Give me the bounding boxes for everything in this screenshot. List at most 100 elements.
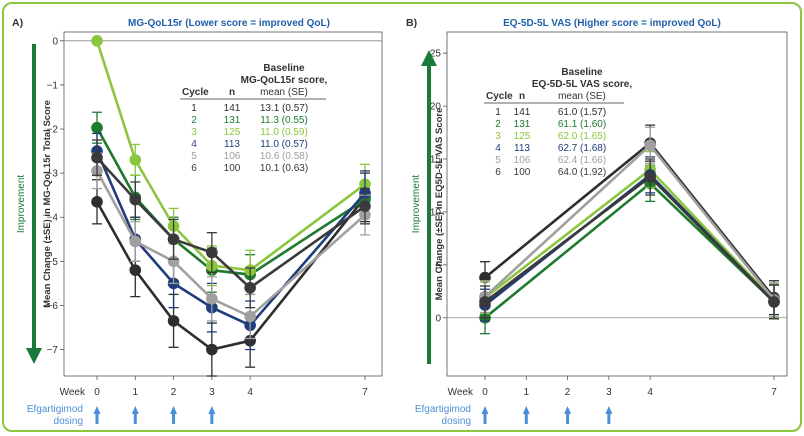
- y-tick-label: 10: [430, 207, 442, 218]
- dosing-arrow-head: [208, 406, 216, 414]
- x-tick-label: 3: [209, 387, 215, 398]
- y-tick-label: 0: [52, 36, 58, 47]
- table-cell: 5: [495, 155, 501, 166]
- table-cell: 61.1 (1.60): [558, 119, 606, 130]
- x-tick-label: 0: [482, 387, 488, 398]
- table-header: n: [229, 87, 235, 98]
- x-tick-label: 7: [771, 387, 777, 398]
- dosing-arrow-head: [481, 406, 489, 414]
- table-cell: 1: [191, 103, 197, 114]
- data-point: [91, 35, 103, 47]
- table-cell: 10.1 (0.63): [260, 163, 308, 174]
- table-header: mean (SE): [558, 91, 606, 102]
- x-tick-label: 4: [247, 387, 253, 398]
- dosing-arrow-head: [605, 406, 613, 414]
- data-point: [244, 281, 256, 294]
- improvement-arrow-head: [421, 50, 437, 66]
- y-axis-label: Mean Change (±SE) in EQ5D-5L VAS Score: [434, 108, 445, 301]
- y-tick-label: −1: [47, 80, 59, 91]
- table-header: n: [519, 91, 525, 102]
- dosing-arrow-head: [93, 406, 101, 414]
- dosing-arrow-head: [564, 406, 572, 414]
- x-tick-label: 1: [524, 387, 530, 398]
- table-cell: 6: [495, 167, 501, 178]
- data-point: [479, 296, 491, 308]
- table-cell: 131: [514, 119, 531, 130]
- series-line: [95, 127, 366, 276]
- table-cell: 11.3 (0.55): [260, 115, 308, 126]
- x-tick-label: 0: [94, 387, 100, 398]
- x-tick-label: 1: [133, 387, 139, 398]
- dosing-label: dosing: [442, 416, 471, 427]
- y-tick-label: −5: [47, 257, 59, 268]
- data-point: [129, 193, 142, 206]
- table-cell: 64.0 (1.92): [558, 167, 606, 178]
- table-cell: 125: [514, 131, 531, 142]
- series-line: [95, 196, 367, 351]
- table-cell: 4: [495, 143, 501, 154]
- y-tick-label: 20: [430, 102, 442, 113]
- table-header: Cycle: [182, 87, 209, 98]
- table-header: Cycle: [486, 91, 513, 102]
- x-tick-label: 4: [647, 387, 653, 398]
- dosing-arrow-head: [170, 406, 178, 414]
- y-tick-label: −4: [47, 213, 59, 224]
- data-point: [206, 293, 218, 305]
- data-point: [129, 154, 142, 166]
- table-cell: 125: [224, 127, 241, 138]
- table-header: Baseline: [263, 63, 305, 74]
- table-cell: 5: [191, 151, 197, 162]
- data-point: [129, 264, 142, 276]
- x-tick-label: 2: [171, 387, 177, 398]
- data-point: [206, 246, 218, 259]
- data-point: [91, 121, 103, 134]
- chart-title: EQ-5D-5L VAS (Higher score = improved Qo…: [503, 18, 721, 29]
- y-tick-label: −6: [47, 301, 59, 312]
- table-cell: 113: [224, 139, 240, 150]
- table-header: mean (SE): [260, 87, 308, 98]
- data-point: [768, 296, 780, 308]
- plot-frame: [446, 31, 788, 377]
- y-tick-label: 5: [435, 260, 441, 271]
- table-cell: 62.0 (1.65): [558, 131, 606, 142]
- dosing-arrow-head: [131, 406, 139, 414]
- table-cell: 62.7 (1.68): [558, 143, 606, 154]
- y-tick-label: −2: [47, 125, 59, 136]
- chart-svg: A) MG-QoL15r (Lower score = improved QoL)…: [12, 17, 788, 427]
- table-cell: 100: [224, 163, 241, 174]
- series-line: [484, 181, 775, 319]
- table-header: MG-QoL15r score,: [241, 75, 328, 86]
- data-point: [167, 255, 180, 268]
- panel-label: B): [406, 17, 417, 29]
- table-cell: 141: [514, 107, 531, 118]
- data-point: [91, 195, 103, 208]
- table-cell: 6: [191, 163, 197, 174]
- x-tick-label: 3: [606, 387, 612, 398]
- series-line: [95, 170, 366, 319]
- data-point: [644, 139, 656, 152]
- table-cell: 100: [514, 167, 531, 178]
- table-cell: 106: [224, 151, 241, 162]
- dosing-label: dosing: [54, 416, 83, 427]
- improvement-label: Improvement: [16, 175, 27, 234]
- table-cell: 1: [495, 107, 501, 118]
- table-cell: 10.6 (0.58): [260, 151, 308, 162]
- table-cell: 3: [191, 127, 197, 138]
- panel-label: A): [12, 17, 23, 29]
- table-cell: 11.0 (0.59): [260, 127, 308, 138]
- y-tick-label: −3: [47, 169, 59, 180]
- data-point: [359, 200, 371, 213]
- dosing-label: Efgartigimod: [415, 404, 471, 415]
- x-tick-label: 2: [565, 387, 571, 398]
- y-tick-label: 25: [430, 49, 442, 60]
- table-cell: 2: [495, 119, 501, 130]
- improvement-label: Improvement: [411, 175, 422, 234]
- improvement-arrow-head: [26, 348, 42, 364]
- table-cell: 113: [514, 143, 530, 154]
- dosing-label: Efgartigimod: [27, 404, 83, 415]
- y-tick-label: −7: [47, 345, 59, 356]
- table-cell: 2: [191, 115, 197, 126]
- series-line: [484, 173, 775, 307]
- data-point: [644, 171, 656, 183]
- table-header: EQ-5D-5L VAS score,: [532, 79, 632, 90]
